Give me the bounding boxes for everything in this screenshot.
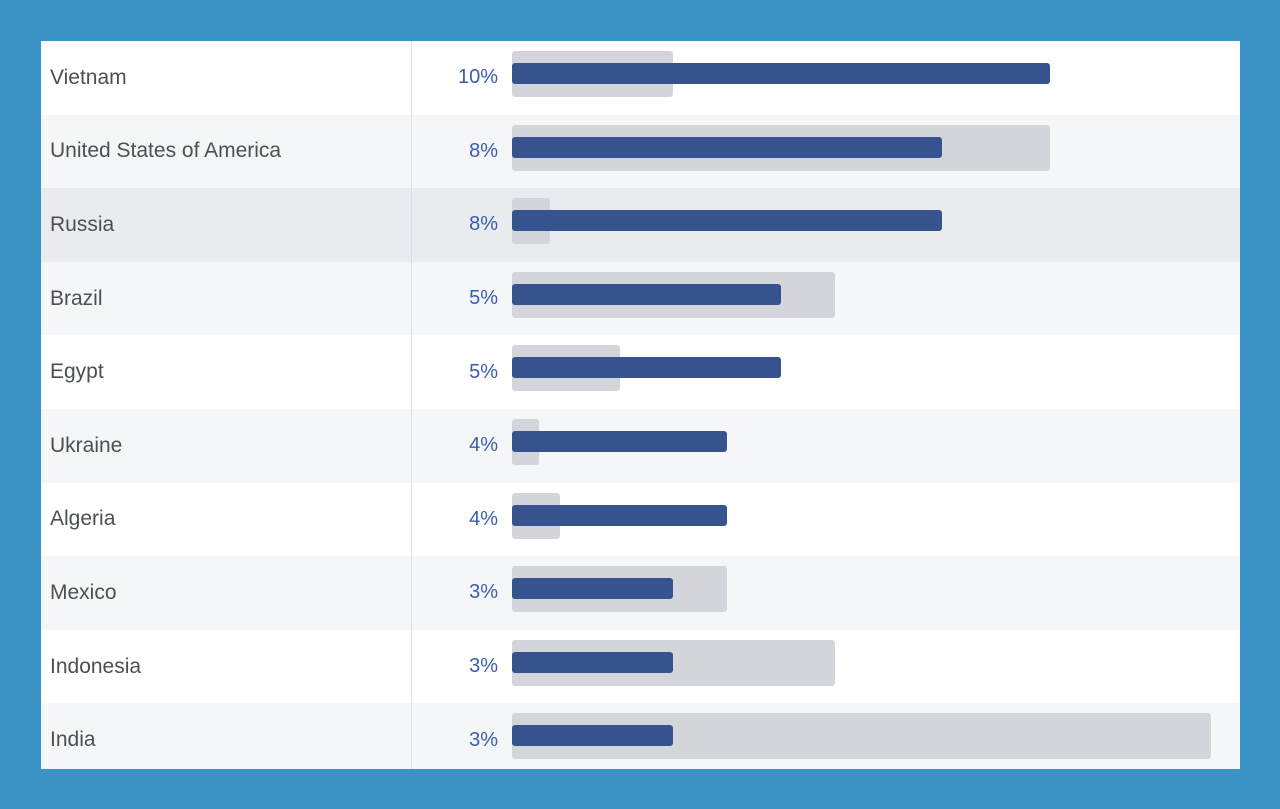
value-bar: [512, 578, 674, 600]
percent-label: 10%: [457, 66, 498, 89]
country-label: Mexico: [50, 580, 117, 604]
country-label: Indonesia: [50, 654, 142, 678]
value-bar: [512, 651, 674, 673]
percent-label: 8%: [469, 139, 498, 162]
percent-label: 3%: [469, 728, 498, 751]
table-row: Ukraine 4%: [41, 409, 1240, 483]
table-row: Russia 8%: [41, 188, 1240, 262]
percent-label: 5%: [469, 287, 498, 310]
country-label: Ukraine: [50, 433, 123, 457]
table-row: United States of America 8%: [41, 114, 1240, 189]
table-row: Mexico 3%: [41, 556, 1240, 630]
value-bar: [512, 210, 943, 232]
table-row: Brazil 5%: [41, 261, 1240, 336]
value-bar: [512, 431, 728, 452]
country-label: Vietnam: [50, 65, 127, 89]
value-bar: [512, 725, 674, 747]
percent-label: 3%: [469, 655, 498, 678]
value-bar: [512, 283, 781, 305]
table-row: Vietnam 10%: [41, 41, 1240, 115]
country-table: Vietnam 10% United States of America 8% Russ…: [41, 41, 1240, 769]
column-divider: [411, 41, 412, 769]
country-label: Egypt: [50, 360, 104, 384]
value-bar: [512, 357, 781, 379]
table-row: Egypt 5%: [41, 335, 1240, 409]
percent-label: 4%: [469, 507, 498, 530]
value-bar: [512, 63, 1050, 84]
country-label: Brazil: [50, 286, 103, 310]
table-row: India 3%: [41, 703, 1240, 769]
table-row: Algeria 4%: [41, 483, 1240, 557]
percent-label: 3%: [469, 581, 498, 604]
country-label: Russia: [50, 212, 115, 236]
country-label: India: [50, 728, 96, 752]
percent-label: 5%: [469, 360, 498, 383]
value-bar: [512, 504, 728, 526]
percent-label: 8%: [469, 213, 498, 236]
country-label: Algeria: [50, 507, 116, 531]
value-bar: [512, 136, 943, 158]
percent-label: 4%: [469, 434, 498, 457]
country-label: United States of America: [50, 139, 282, 163]
table-row: Indonesia 3%: [41, 630, 1240, 704]
